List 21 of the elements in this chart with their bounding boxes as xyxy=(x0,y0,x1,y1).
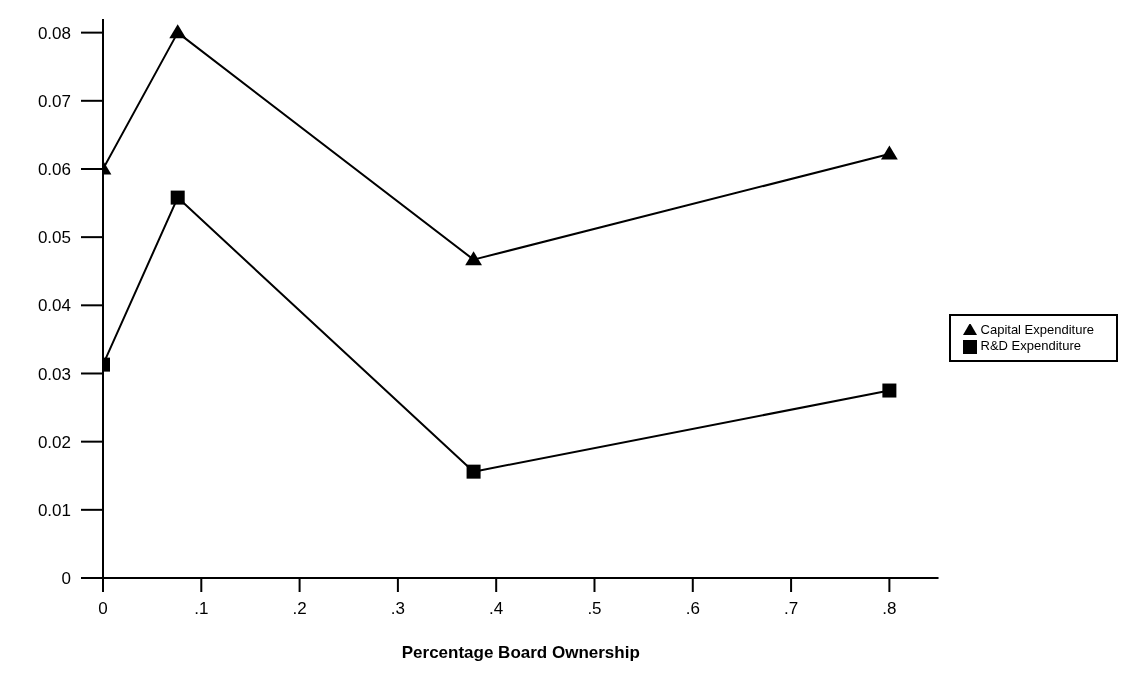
y-tick-label: 0.02 xyxy=(37,432,71,452)
legend-label: R&D Expenditure xyxy=(980,338,1081,353)
x-tick-label: 0 xyxy=(98,599,108,619)
y-tick-label: 0.06 xyxy=(37,160,71,180)
x-tick-label: .5 xyxy=(587,599,602,619)
y-tick-label: 0.03 xyxy=(37,364,71,384)
y-tick-label: 0.08 xyxy=(37,23,71,43)
y-tick-label: 0.07 xyxy=(37,91,71,111)
y-tick-label: 0 xyxy=(61,569,71,589)
y-tick-label: 0.04 xyxy=(37,296,71,316)
x-tick-label: .6 xyxy=(685,599,700,619)
y-tick-label: 0.01 xyxy=(37,500,71,520)
y-tick-label: 0.05 xyxy=(37,228,71,248)
x-tick-label: .8 xyxy=(882,599,897,619)
x-tick-label: .2 xyxy=(292,599,307,619)
legend-label: Capital Expenditure xyxy=(980,322,1094,338)
x-tick-label: .4 xyxy=(489,599,504,619)
x-tick-label: .3 xyxy=(390,599,405,619)
x-tick-label: .1 xyxy=(194,599,209,619)
x-axis-title: Percentage Board Ownership xyxy=(401,643,640,662)
x-tick-label: .7 xyxy=(783,599,799,619)
